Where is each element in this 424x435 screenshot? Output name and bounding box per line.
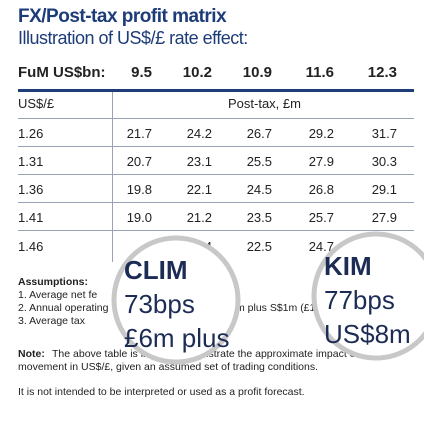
cell-value: 26.7	[246, 126, 272, 141]
cell-value: 21.2	[186, 210, 212, 225]
cell-value: 22.5	[246, 239, 272, 254]
cell-value: 23.1	[186, 154, 212, 169]
magnified-text: 77bps	[324, 285, 395, 315]
cell-value: 31.7	[371, 126, 397, 141]
disclaimer: It is not intended to be interpreted or …	[18, 386, 305, 398]
rate: 1.46	[18, 239, 44, 254]
rate: 1.31	[18, 154, 44, 169]
cell-value: 29.2	[308, 126, 334, 141]
title: FX/Post-tax profit matrix	[18, 6, 227, 27]
note-label: Note:	[18, 348, 45, 360]
row-rule	[18, 174, 414, 175]
cell-value: 24.2	[186, 126, 212, 141]
cell-value: 22.1	[186, 182, 212, 197]
note-text: movement in US$/£, given an assumed set …	[18, 361, 318, 373]
magnifier	[311, 231, 424, 361]
cell-value: 19.8	[126, 182, 152, 197]
row-rule	[18, 230, 414, 231]
cell-value: 19.0	[126, 210, 152, 225]
rate: 1.26	[18, 126, 44, 141]
magnified-text: US$8m	[324, 319, 411, 349]
cell-value: 24.7	[308, 239, 334, 254]
fum-value: 12.3	[367, 64, 397, 81]
cell-value: 24.5	[246, 182, 272, 197]
cell-value: 20.7	[126, 154, 152, 169]
rate: 1.41	[18, 210, 44, 225]
cell-value: 25.5	[246, 154, 272, 169]
column-rule	[112, 92, 113, 262]
magnifier	[111, 235, 241, 365]
fum-value: 9.5	[131, 64, 152, 81]
assumption: 3. Average tax	[18, 315, 85, 327]
magnified-text: 73bps	[124, 289, 195, 319]
subtitle: Illustration of US$/£ rate effect:	[18, 28, 248, 48]
cell-value: 23.5	[246, 210, 272, 225]
unit-label: Post-tax, £m	[228, 96, 301, 111]
assumption: 1. Average net fe	[18, 289, 98, 301]
fum-value: 10.2	[182, 64, 212, 81]
cell-value: 25.7	[308, 210, 334, 225]
cell-value: 21.7	[126, 126, 152, 141]
rate-label: US$/£	[18, 96, 55, 111]
row-rule	[18, 118, 414, 119]
rate: 1.36	[18, 182, 44, 197]
cell-value: 29.1	[371, 182, 397, 197]
cell-value: 27.9	[371, 210, 397, 225]
assumptions-title: Assumptions:	[18, 276, 89, 288]
magnified-text: £6m plus	[124, 323, 230, 353]
fum-value: 11.6	[305, 64, 334, 81]
row-rule	[18, 202, 414, 203]
fum-label: FuM US$bn:	[18, 64, 106, 81]
header-rule	[18, 89, 414, 92]
cell-value: 27.9	[308, 154, 334, 169]
magnified-text: KIM	[324, 251, 372, 281]
magnified-text: CLIM	[124, 255, 188, 285]
assumption: 2. Annual operating	[18, 302, 109, 314]
cell-value: 30.3	[371, 154, 397, 169]
assumption-tail: m plus S$1m (£1 = S	[236, 302, 335, 314]
fum-value: 10.9	[242, 64, 272, 81]
row-rule	[18, 146, 414, 147]
cell-value: 26.8	[308, 182, 334, 197]
